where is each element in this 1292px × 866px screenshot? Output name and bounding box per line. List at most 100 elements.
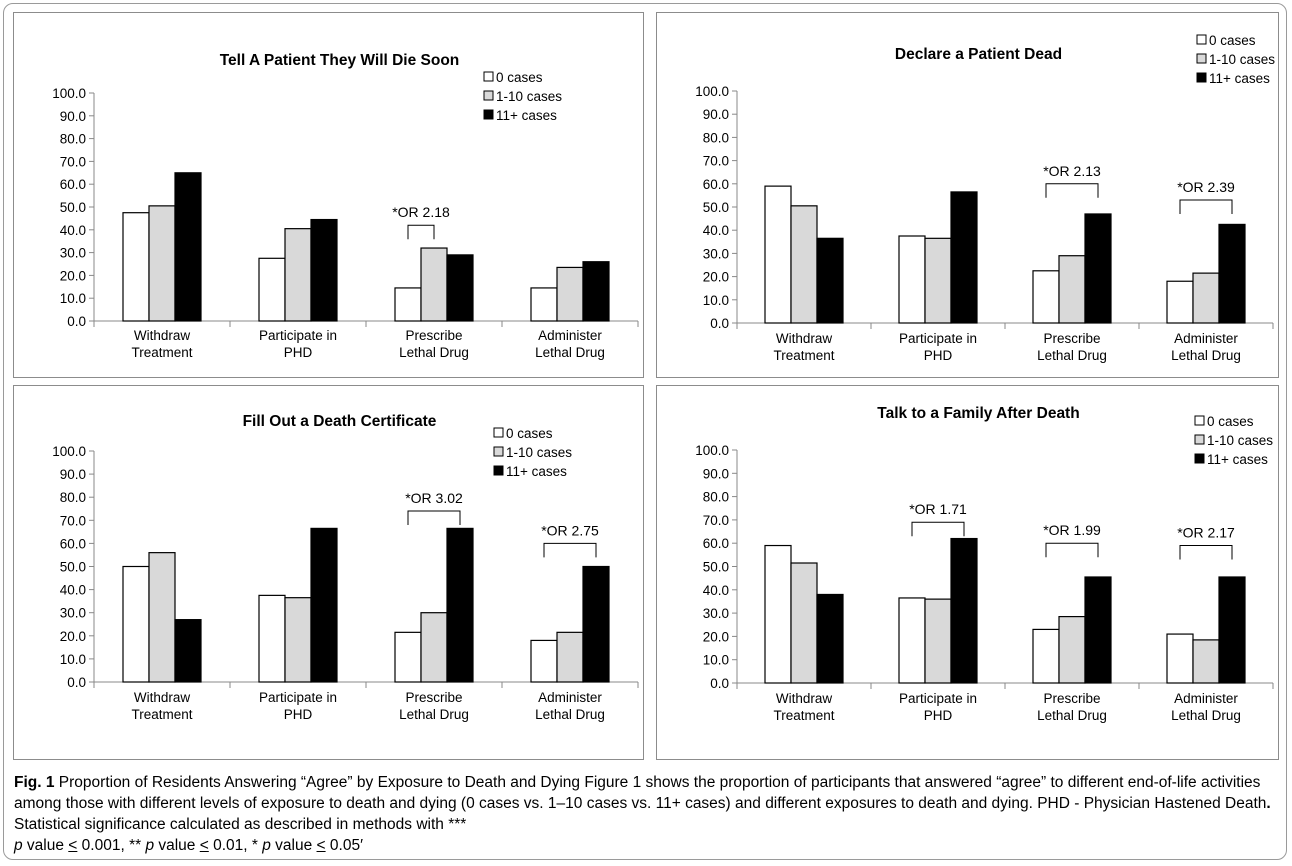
x-category-label: PHD [284,345,313,360]
bar-1-10-cases [924,598,952,684]
legend-swatch [493,427,504,438]
chart-svg: Tell A Patient They Will Die Soon 0.0 10.0… [52,52,639,360]
legend-swatch [1196,53,1207,64]
y-tick-label: 90.0 [60,109,86,124]
y-tick-label: 90.0 [703,107,729,122]
bar-1-10-cases [148,205,176,322]
x-category-label: Treatment [773,708,834,723]
caption-le-1: < [68,837,78,854]
caption-fragment: value [154,837,200,854]
caption-dot: . [1266,795,1271,812]
y-tick-label: 100.0 [52,444,86,459]
bar-11plus-cases [816,593,844,684]
bar-11plus-cases [582,261,610,322]
legend-swatch [483,109,494,120]
bar-0-cases [764,544,792,684]
y-tick-label: 10.0 [703,653,729,668]
legend-label: 11+ cases [496,108,557,123]
x-category-label: PHD [924,348,953,363]
y-tick-label: 70.0 [703,513,729,528]
legend-swatch [1194,415,1205,426]
x-category-label: PHD [924,708,953,723]
y-tick-label: 20.0 [60,268,86,283]
y-tick-label: 80.0 [60,490,86,505]
bar-0-cases [122,565,150,683]
x-category-label: Withdraw [776,331,833,346]
y-tick-label: 70.0 [60,154,86,169]
figure-frame [3,3,1287,860]
x-category-label: PHD [284,707,313,722]
bar-1-10-cases [790,205,818,324]
bar-1-10-cases [420,247,448,322]
chart-svg: Talk to a Family After Death 0.0 10.0 20.0 3… [695,405,1274,723]
x-category-label: Withdraw [134,328,191,343]
y-tick-label: 60.0 [703,177,729,192]
caption-le-3: < [316,837,326,854]
legend-swatch [483,71,494,82]
bar-11plus-cases [446,527,474,683]
legend-label: 0 cases [506,426,553,441]
y-tick-label: 80.0 [703,130,729,145]
y-tick-label: 100.0 [695,443,729,458]
y-tick-label: 90.0 [60,467,86,482]
chart-panel-declare-dead: Declare a Patient Dead 0.0 10.0 20.0 30.0 40.… [656,12,1279,378]
chart-svg: Declare a Patient Dead 0.0 10.0 20.0 30.0 40.… [695,33,1275,363]
caption-fragment: 0.05′ [325,837,363,854]
significance-label: *OR 1.99 [1043,522,1101,538]
bar-11plus-cases [582,565,610,683]
legend-label: 1-10 cases [496,89,562,104]
y-tick-label: 40.0 [60,223,86,238]
chart-title: Fill Out a Death Certificate [243,413,437,430]
significance-bracket [1179,545,1233,560]
x-category-label: Withdraw [134,690,191,705]
bar-11plus-cases [950,537,978,684]
bar-1-10-cases [924,237,952,324]
bar-1-10-cases [556,266,584,322]
significance-bracket [911,521,965,537]
legend-label: 11+ cases [1209,71,1270,86]
chart-panel-talk-family: Talk to a Family After Death 0.0 10.0 20.0 3… [656,385,1279,760]
bar-0-cases [394,631,422,683]
significance-label: *OR 3.02 [405,490,463,506]
y-tick-label: 0.0 [67,675,86,690]
bar-1-10-cases [284,597,312,683]
y-tick-label: 30.0 [60,606,86,621]
y-tick-label: 80.0 [60,132,86,147]
y-tick-label: 60.0 [60,536,86,551]
bar-11plus-cases [1218,576,1246,684]
significance-label: *OR 2.18 [392,204,450,220]
legend-label: 11+ cases [1207,452,1268,467]
bar-1-10-cases [1192,272,1220,324]
y-tick-label: 50.0 [703,200,729,215]
legend-label: 11+ cases [506,464,567,479]
bar-11plus-cases [174,172,202,322]
bar-11plus-cases [174,619,202,683]
chart-title: Tell A Patient They Will Die Soon [220,52,460,69]
legend-swatch [1196,72,1207,83]
y-tick-label: 50.0 [703,560,729,575]
bar-1-10-cases [1192,639,1220,684]
significance-bracket [1045,542,1099,558]
caption-text-2: Statistical significance calculated as d… [14,816,467,833]
figure-caption: Fig. 1 Proportion of Residents Answering… [14,772,1280,856]
y-tick-label: 50.0 [60,200,86,215]
bar-0-cases [1032,270,1060,324]
significance-bracket [407,224,435,240]
x-category-label: Lethal Drug [1037,708,1107,723]
bar-1-10-cases [556,631,584,683]
caption-p-2: p [145,837,155,854]
bar-0-cases [258,257,286,322]
x-category-label: Participate in [899,691,977,706]
caption-fragment: value [22,837,69,854]
bar-11plus-cases [446,254,474,322]
x-category-label: Lethal Drug [535,345,605,360]
y-tick-label: 80.0 [703,490,729,505]
x-category-label: Prescribe [405,690,462,705]
caption-p-1: p [14,837,23,854]
caption-le-2: < [199,837,209,854]
y-tick-label: 70.0 [60,513,86,528]
y-tick-label: 30.0 [703,606,729,621]
caption-fragment: value [270,837,317,854]
chart-panel-death-certificate: Fill Out a Death Certificate 0.0 10.0 20.0 3… [13,385,644,760]
legend-swatch [1194,434,1205,445]
